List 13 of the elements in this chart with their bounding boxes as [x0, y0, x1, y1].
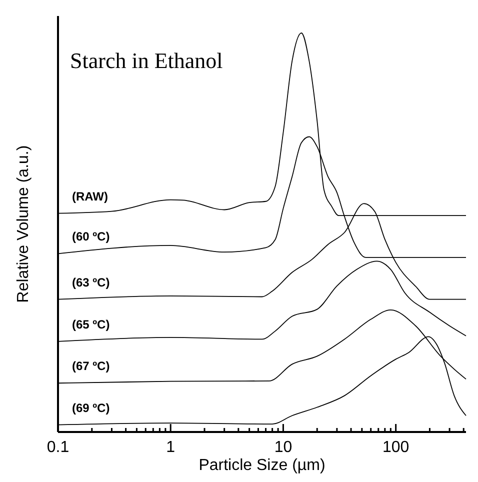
series-label: (67 ºC): [72, 359, 110, 374]
x-tick-label: 1: [166, 439, 176, 456]
y-axis-title: Relative Volume (a.u.): [15, 145, 32, 303]
series-label: (60 ºC): [72, 230, 110, 244]
series-label: (RAW): [72, 189, 108, 204]
x-tick-label: 100: [382, 439, 410, 456]
series-label: (63 ºC): [72, 275, 110, 290]
x-tick-label: 0.1: [46, 439, 70, 456]
x-tick-label: 10: [274, 439, 292, 456]
series-label: (69 ºC): [72, 400, 110, 415]
series-label: (65 ºC): [72, 317, 110, 332]
text: Starch in Ethanol: [70, 48, 223, 73]
x-axis-title: Particle Size (µm): [198, 457, 326, 474]
